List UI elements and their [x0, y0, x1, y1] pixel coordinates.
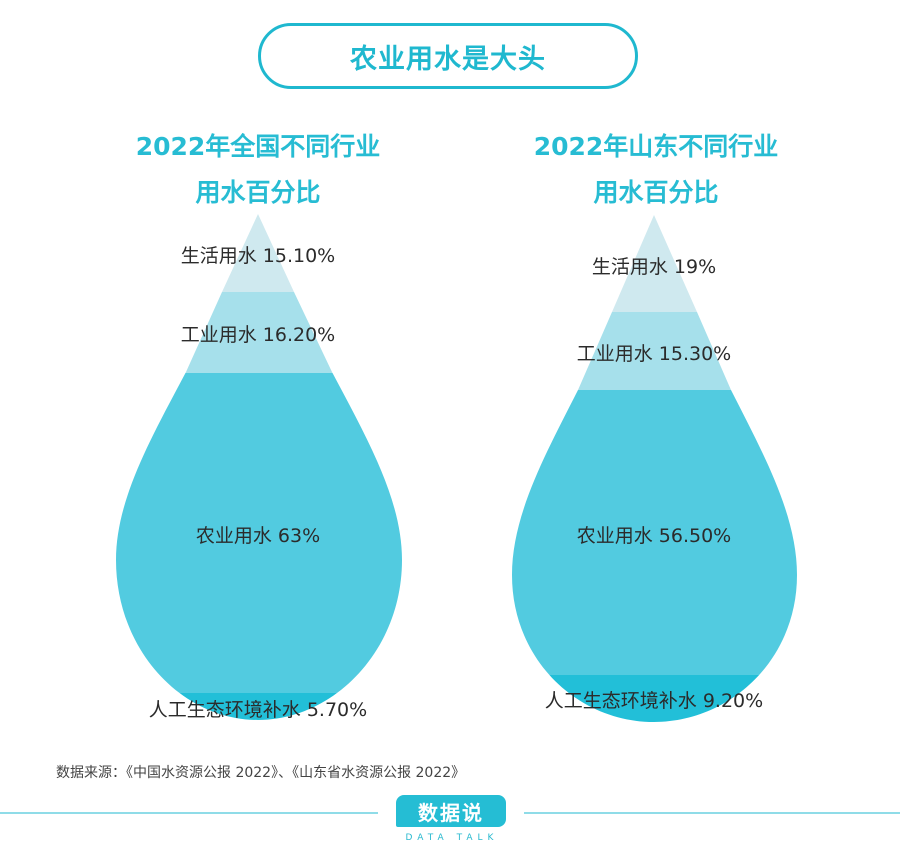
chart-title-line2: 用水百分比: [195, 178, 321, 207]
drop-shandong: [512, 215, 797, 722]
label-industrial: 工业用水 16.20%: [181, 324, 336, 346]
segment-agricultural: [116, 373, 402, 693]
chart-title-shandong: 2022年山东不同行业 用水百分比: [476, 124, 836, 216]
brand-logo: 数据说 DATA TALK: [396, 795, 508, 851]
main-title-pill: 农业用水是大头: [258, 23, 638, 89]
drop-national: [116, 214, 402, 720]
main-title: 农业用水是大头: [350, 43, 546, 75]
footer-divider-right: [524, 812, 900, 814]
label-industrial: 工业用水 15.30%: [577, 343, 732, 365]
label-agricultural: 农业用水 63%: [196, 525, 320, 547]
footer-divider-left: [0, 812, 378, 814]
logo-badge: 数据说: [396, 795, 506, 827]
data-source-note: 数据来源：《中国水资源公报 2022》、《山东省水资源公报 2022》: [56, 765, 466, 781]
label-ecological: 人工生态环境补水 5.70%: [149, 699, 367, 721]
chart-title-line2: 用水百分比: [593, 178, 719, 207]
segment-agricultural: [512, 390, 797, 675]
logo-subtitle: DATA TALK: [405, 833, 499, 843]
label-domestic: 生活用水 19%: [592, 256, 716, 278]
label-agricultural: 农业用水 56.50%: [577, 525, 732, 547]
label-domestic: 生活用水 15.10%: [181, 245, 336, 267]
chart-title-national: 2022年全国不同行业 用水百分比: [78, 124, 438, 216]
chart-title-line1: 2022年山东不同行业: [533, 132, 779, 161]
chart-title-line1: 2022年全国不同行业: [135, 132, 381, 161]
label-ecological: 人工生态环境补水 9.20%: [545, 690, 763, 712]
